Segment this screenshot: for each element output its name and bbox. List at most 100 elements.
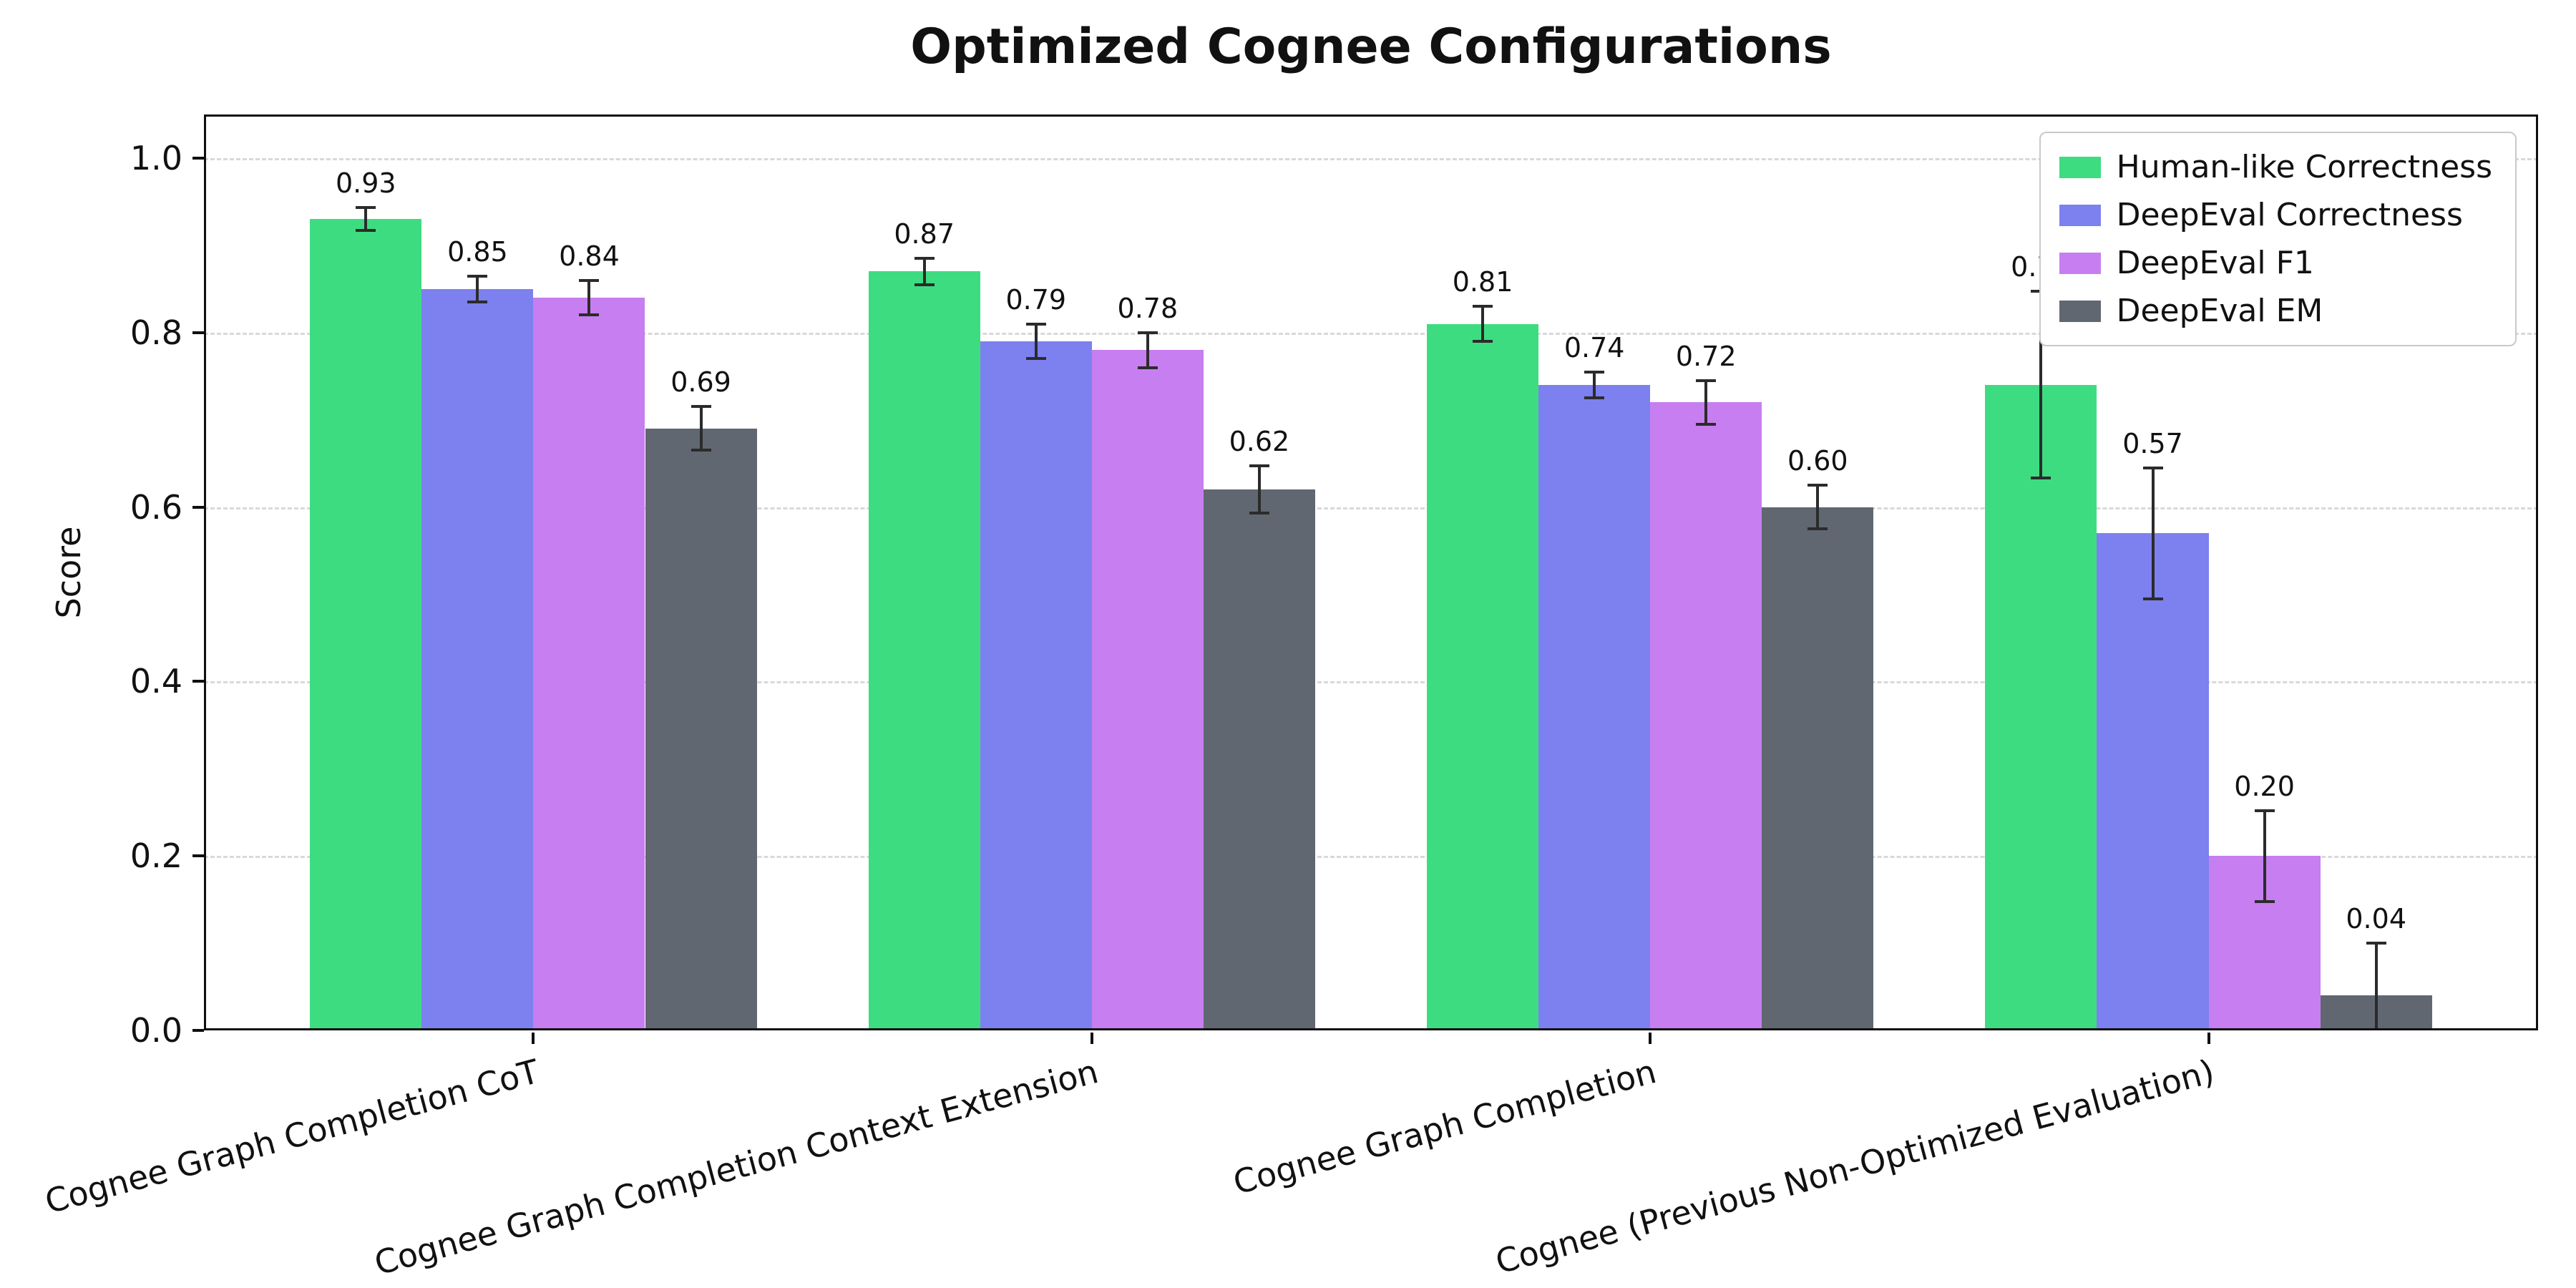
error-bar-line [2039,291,2043,479]
y-tick-mark [192,505,204,509]
x-tick-mark [1649,1033,1652,1044]
bar-value-label: 0.60 [1787,445,1848,477]
grid-line [204,332,2538,335]
error-bar-line [1481,306,1485,341]
bar-value-label: 0.69 [670,366,731,399]
error-bar-cap-top [1807,484,1828,487]
bar [533,298,645,1030]
x-tick-mark [1090,1033,1093,1044]
error-bar-cap-bottom [1137,366,1158,369]
bar [1538,384,1651,1030]
x-tick-label: Cognee Graph Completion [1229,1052,1661,1202]
y-tick-mark [192,156,204,160]
legend-item: DeepEval Correctness [2059,197,2492,233]
error-bar-line [2374,943,2378,1030]
error-bar-cap-top [1696,379,1717,382]
error-bar-cap-top [1025,322,1046,326]
bar [1427,323,1539,1030]
y-tick-label: 0.6 [130,487,182,527]
y-tick-label: 0.0 [130,1011,182,1050]
y-tick-label: 0.4 [130,662,182,701]
error-bar-cap-top [1137,331,1158,334]
error-bar-line [1593,371,1596,399]
error-bar-cap-bottom [914,283,935,286]
bar-value-label: 0.57 [2122,427,2183,459]
error-bar-line [1146,332,1149,368]
legend-swatch [2059,156,2101,178]
bar-value-label: 0.79 [1005,283,1067,316]
bar [2097,533,2209,1030]
legend-swatch [2059,300,2101,322]
error-bar-cap-bottom [2031,477,2051,480]
y-axis-label: Score [49,526,88,619]
error-bar-cap-top [1473,305,1493,308]
error-bar-cap-top [467,274,488,278]
error-bar-cap-top [579,278,600,282]
bar-value-label: 0.20 [2234,770,2295,802]
grid-line [204,681,2538,684]
error-bar-line [699,406,703,451]
legend: Human-like Correctness DeepEval Correctne… [2039,132,2517,346]
error-bar-cap-top [356,206,376,210]
y-tick-mark [192,854,204,858]
error-bar-line [2263,810,2266,902]
bar-value-label: 0.84 [559,240,620,272]
bar [980,341,1092,1030]
error-bar-cap-top [1249,464,1269,468]
legend-swatch [2059,204,2101,226]
error-bar-cap-bottom [467,301,488,304]
y-tick-mark [192,331,204,334]
bar-value-label: 0.85 [447,235,508,268]
legend-swatch [2059,252,2101,274]
bar-value-label: 0.72 [1675,340,1737,372]
error-bar-cap-bottom [579,313,600,317]
bar-value-label: 0.78 [1117,292,1179,324]
error-bar-cap-bottom [1025,357,1046,361]
error-bar-cap-bottom [691,449,711,452]
y-tick-label: 1.0 [130,138,182,177]
error-bar-line [1257,466,1261,514]
error-bar-line [1816,485,1820,530]
legend-series-label: DeepEval F1 [2116,245,2314,281]
error-bar-cap-top [2366,942,2386,945]
bar [421,288,534,1030]
x-tick-label: Cognee Graph Completion CoT [41,1052,544,1221]
grid-line [204,507,2538,509]
error-bar-cap-bottom [1807,527,1828,531]
y-tick-label: 0.8 [130,313,182,352]
y-tick-mark [192,1029,204,1032]
error-bar-line [476,275,479,303]
x-tick-mark [2207,1033,2210,1044]
legend-series-label: Human-like Correctness [2116,149,2492,185]
error-bar-line [922,258,926,285]
legend-item: DeepEval F1 [2059,245,2492,281]
error-bar-cap-bottom [356,229,376,233]
error-bar-cap-bottom [1473,339,1493,343]
legend-item: DeepEval EM [2059,293,2492,329]
error-bar-line [1034,323,1038,359]
bar [1762,507,1874,1030]
legend-series-label: DeepEval EM [2116,293,2323,329]
bar-value-label: 0.93 [335,167,396,200]
error-bar-cap-top [2142,466,2163,469]
bar-value-label: 0.87 [894,218,955,250]
chart-title: Optimized Cognee Configurations [910,19,1832,75]
error-bar-cap-bottom [1249,512,1269,515]
x-tick-mark [532,1033,535,1044]
error-bar-line [1704,380,1708,424]
bar [310,219,422,1030]
bar-value-label: 0.04 [2346,903,2406,935]
legend-series-label: DeepEval Correctness [2116,197,2463,233]
bar-value-label: 0.74 [1563,331,1625,364]
grid-line [204,157,2538,160]
error-bar-cap-bottom [1584,396,1605,400]
y-tick-label: 0.2 [130,836,182,876]
error-bar-cap-top [1584,370,1605,374]
bar [1203,489,1315,1030]
error-bar-cap-bottom [1696,422,1717,426]
error-bar-cap-bottom [2142,597,2163,600]
grid-line [204,856,2538,859]
bar [868,271,980,1030]
error-bar-cap-bottom [2254,899,2275,903]
